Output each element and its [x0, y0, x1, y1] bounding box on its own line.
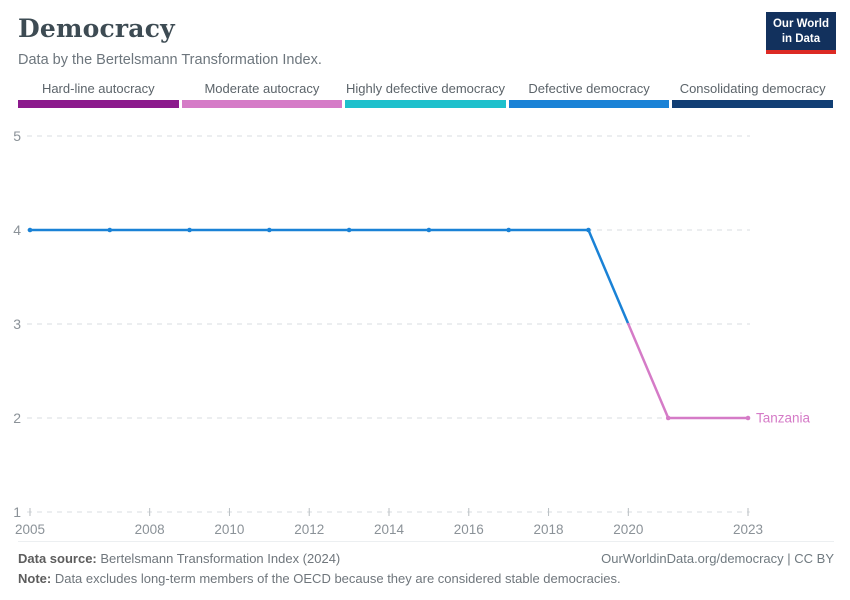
data-point-2019[interactable] [586, 227, 591, 233]
owid-logo-line2: in Data [781, 32, 821, 45]
data-point-2015[interactable] [426, 227, 432, 233]
legend-label: Consolidating democracy [679, 81, 826, 96]
x-axis-label-2014: 2014 [374, 522, 405, 537]
x-axis-label-2010: 2010 [214, 522, 244, 537]
legend-label: Hard-line autocracy [41, 81, 155, 96]
legend-item-moderate-autocracy[interactable]: Moderate autocracy [181, 81, 343, 108]
x-axis-label-2023: 2023 [733, 522, 763, 537]
data-point-2011[interactable] [267, 227, 272, 233]
regime-category-legend: Hard-line autocracy Moderate autocracy H… [18, 81, 833, 108]
owid-logo-line1: Our World [772, 18, 829, 30]
series-line-segment-0[interactable] [28, 228, 630, 326]
note-text: Data excludes long-term members of the O… [51, 571, 621, 587]
y-axis-label-5: 5 [13, 128, 21, 144]
legend-swatch-hardline-autocracy [18, 100, 179, 108]
x-axis-label-2012: 2012 [294, 522, 324, 537]
series-line-segment-1[interactable] [627, 322, 750, 420]
y-axis-label-1: 1 [13, 504, 21, 520]
x-axis-label-2020: 2020 [613, 522, 643, 537]
data-point-2009[interactable] [187, 227, 192, 233]
note-label: Note: [18, 571, 52, 587]
x-axis-label-2008: 2008 [135, 522, 165, 537]
y-axis-label-3: 3 [13, 316, 21, 332]
legend-item-consolidating-democracy[interactable]: Consolidating democracy [672, 81, 833, 108]
data-source-line: Data source: Bertelsmann Transformation … [18, 549, 340, 569]
note-line: Note: Data excludes long-term members of… [18, 569, 834, 589]
legend-label: Highly defective democracy [346, 81, 505, 96]
page-title: Democracy [18, 14, 175, 43]
data-point-2005[interactable] [27, 227, 33, 233]
legend-swatch-moderate-autocracy [181, 100, 343, 108]
y-axis-label-2: 2 [13, 410, 21, 426]
x-axis-label-2005: 2005 [15, 522, 45, 537]
owid-logo[interactable]: Our World in Data [765, 12, 836, 54]
data-source-label: Data source: [18, 551, 97, 566]
y-axis-label-4: 4 [13, 222, 21, 238]
legend-label: Moderate autocracy [204, 81, 320, 96]
x-axis-label-2016: 2016 [454, 522, 484, 537]
legend-item-highly-defective-democracy[interactable]: Highly defective democracy [345, 81, 506, 108]
data-point-2023[interactable] [745, 415, 751, 421]
data-point-2021[interactable] [665, 415, 671, 421]
legend-swatch-defective-democracy [508, 100, 670, 108]
legend-item-defective-democracy[interactable]: Defective democracy [508, 81, 670, 108]
chart-footer: Data source: Bertelsmann Transformation … [18, 541, 834, 589]
data-source-text: Bertelsmann Transformation Index (2024) [96, 551, 341, 566]
legend-swatch-highly-defective-democracy [345, 100, 506, 108]
entity-label-tanzania[interactable]: Tanzania [756, 411, 811, 426]
legend-item-hardline-autocracy[interactable]: Hard-line autocracy [18, 81, 179, 108]
data-point-2017[interactable] [506, 227, 511, 233]
data-point-2007[interactable] [107, 227, 113, 233]
data-point-2013[interactable] [346, 227, 352, 233]
x-axis-label-2018: 2018 [534, 522, 564, 537]
attribution-link[interactable]: OurWorldinData.org/democracy | CC BY [601, 551, 834, 566]
page-subtitle: Data by the Bertelsmann Transformation I… [18, 52, 322, 68]
democracy-line-chart: 1 2 3 4 5 2005 2008 2010 2012 2014 2016 2018 2020 202… [13, 128, 811, 537]
legend-swatch-consolidating-democracy [672, 100, 833, 108]
legend-label: Defective democracy [528, 81, 650, 96]
